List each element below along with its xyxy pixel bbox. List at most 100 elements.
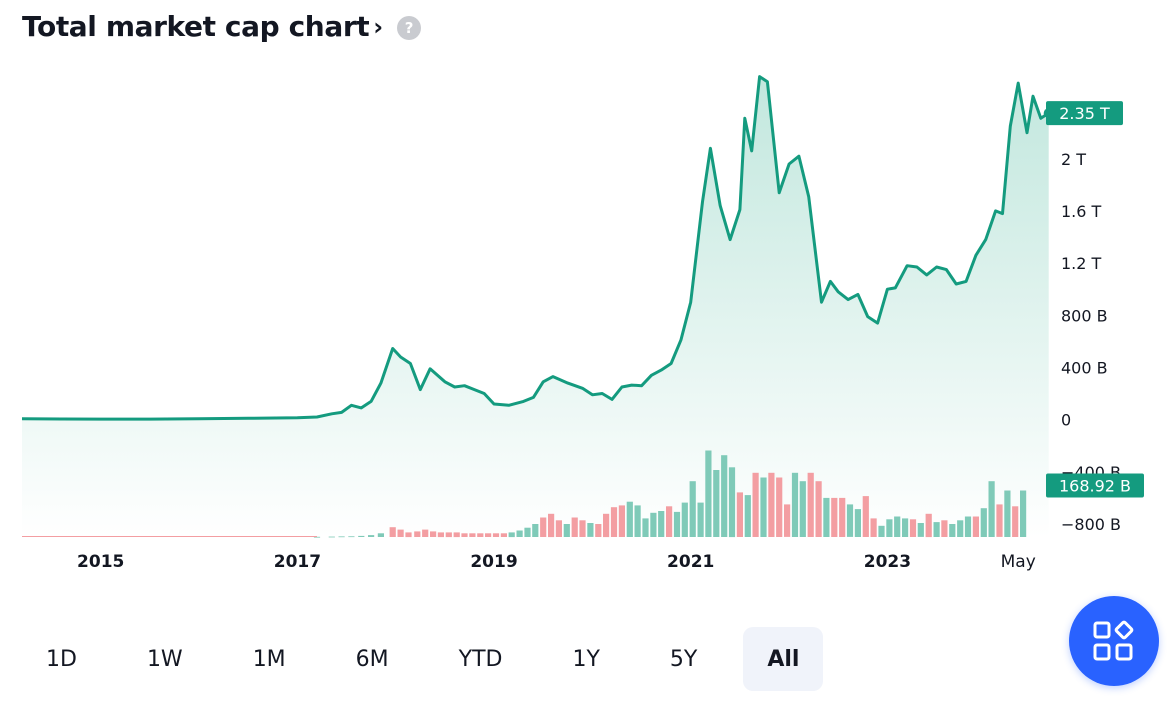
volume-bar: [532, 524, 539, 537]
x-tick-label: 2021: [667, 552, 714, 572]
volume-bar: [878, 525, 885, 537]
volume-bar: [634, 505, 641, 537]
volume-bar: [870, 518, 877, 537]
volume-bar: [595, 524, 602, 537]
volume-bar: [752, 472, 759, 537]
volume-bar: [430, 531, 437, 537]
volume-bar: [713, 470, 720, 537]
volume-bar: [972, 516, 979, 537]
value-badge: [1046, 101, 1123, 126]
volume-bar: [348, 536, 355, 538]
volume-bar: [555, 520, 562, 537]
volume-bar: [909, 519, 917, 537]
volume-bar: [437, 532, 444, 538]
volume-bar: [328, 536, 335, 538]
value-badge-label: 168.92 B: [1059, 477, 1131, 496]
volume-bar: [461, 533, 468, 537]
volume-bar: [1004, 490, 1011, 537]
volume-bar: [705, 450, 712, 537]
range-1m-button[interactable]: 1M: [252, 646, 286, 672]
volume-bar: [516, 530, 523, 537]
volume-bar: [988, 481, 995, 537]
x-tick-label: 2023: [864, 552, 911, 572]
help-icon[interactable]: ?: [397, 16, 422, 40]
volume-bar: [839, 497, 846, 537]
volume-bar: [610, 507, 618, 537]
volume-bar: [485, 533, 492, 537]
widgets-icon: [1093, 620, 1134, 661]
range-1w-button[interactable]: 1W: [146, 646, 183, 672]
volume-bar: [358, 535, 365, 537]
volume-bar: [445, 532, 452, 538]
volume-bar: [587, 523, 594, 537]
volume-bar: [681, 502, 688, 537]
volume-bar: [508, 532, 515, 538]
y-tick-label: −800 B: [1061, 515, 1121, 534]
volume-bar: [422, 529, 429, 537]
widgets-button[interactable]: [1069, 596, 1159, 686]
volume-bar: [603, 513, 610, 538]
volume-bar: [823, 497, 830, 537]
volume-bar: [477, 533, 484, 537]
volume-bar: [405, 532, 412, 538]
volume-bar: [650, 512, 657, 537]
volume-bar: [338, 536, 345, 538]
volume-bar: [1020, 490, 1027, 537]
volume-bar: [949, 524, 956, 537]
volume-bar: [917, 523, 924, 537]
volume-bar: [414, 531, 421, 537]
volume-bar: [397, 529, 404, 537]
volume-bar: [744, 495, 751, 537]
volume-bar: [368, 535, 375, 537]
volume-bar: [807, 472, 814, 537]
volume-bar: [964, 516, 972, 537]
volume-bar: [548, 513, 555, 538]
volume-bar: [500, 533, 507, 537]
range-1d-button[interactable]: 1D: [46, 646, 77, 672]
x-tick-label: 2019: [470, 552, 517, 572]
volume-bar: [902, 518, 909, 537]
volume-bar: [658, 511, 665, 537]
volume-bar: [563, 524, 570, 537]
value-badge-label: 2.35 T: [1059, 104, 1110, 123]
range-all-button[interactable]: All: [743, 627, 824, 691]
volume-bar: [721, 455, 728, 537]
x-tick-label: 2015: [77, 552, 124, 572]
volume-bar: [854, 509, 861, 537]
time-range-selector: 1D 1W 1M 6M YTD 1Y 5Y All: [22, 627, 845, 691]
volume-bar: [618, 505, 625, 537]
volume-bar: [925, 513, 932, 538]
chevron-right-icon[interactable]: ›: [373, 13, 384, 41]
volume-bar: [886, 519, 893, 537]
volume-bar: [313, 536, 321, 538]
y-tick-label: 400 B: [1061, 359, 1108, 378]
volume-bar: [697, 502, 704, 537]
volume-bar: [469, 533, 476, 537]
range-5y-button[interactable]: 5Y: [669, 646, 698, 672]
volume-bar: [666, 506, 673, 537]
range-1y-button[interactable]: 1Y: [572, 646, 600, 672]
title-link[interactable]: Total market cap chart ›: [22, 10, 383, 43]
volume-bar: [540, 517, 547, 537]
range-6m-button[interactable]: 6M: [355, 646, 389, 672]
volume-bar: [736, 492, 743, 537]
volume-bar: [815, 481, 822, 537]
page-title[interactable]: Total market cap chart: [22, 9, 370, 43]
volume-bar: [846, 504, 854, 537]
chart-header: Total market cap chart › ?: [22, 6, 422, 46]
volume-bar: [728, 467, 736, 538]
volume-bar: [831, 497, 838, 537]
volume-bar: [784, 504, 791, 537]
range-ytd-button[interactable]: YTD: [458, 646, 503, 672]
market-cap-line: [21, 75, 1050, 421]
volume-bar: [933, 522, 940, 537]
volume-bar: [626, 501, 633, 537]
market-cap-area: [22, 76, 1049, 537]
volume-bar: [1012, 506, 1019, 537]
x-tick-label: May: [1001, 552, 1036, 572]
volume-bar: [453, 532, 460, 538]
volume-bar: [642, 518, 649, 537]
y-tick-label: 1.6 T: [1061, 202, 1102, 221]
volume-bar: [894, 516, 901, 537]
